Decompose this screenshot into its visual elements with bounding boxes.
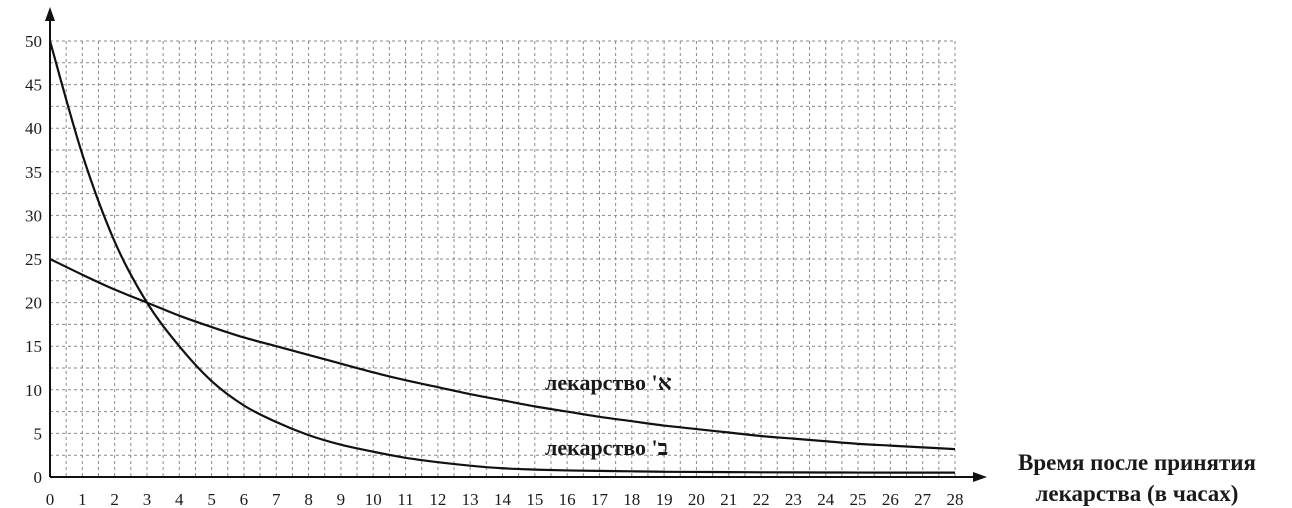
x-tick-label: 24 — [817, 490, 835, 508]
x-tick-label: 15 — [526, 490, 543, 508]
x-tick-label: 21 — [720, 490, 737, 508]
x-tick-label: 22 — [753, 490, 770, 508]
y-tick-label: 35 — [25, 163, 42, 182]
series-label-a: лекарство 'א — [545, 370, 672, 395]
y-tick-label: 5 — [34, 424, 43, 443]
y-tick-label: 20 — [25, 294, 42, 313]
series — [48, 40, 956, 474]
tick-labels: 0 1 2 3 4 5 6 7 8 9 10 11 12 13 14 15 16 17 18 19 20 21 22 23 24… — [25, 32, 964, 508]
x-tick-label: 18 — [623, 490, 640, 508]
x-tick-label: 11 — [397, 490, 413, 508]
x-tick-label: 26 — [882, 490, 899, 508]
x-tick-label: 16 — [559, 490, 576, 508]
y-tick-label: 45 — [25, 76, 42, 95]
y-axis-arrow — [45, 7, 55, 21]
y-tick-label: 25 — [25, 250, 42, 269]
series-label-b: лекарство 'ב — [545, 435, 668, 460]
x-tick-label: 9 — [337, 490, 346, 508]
y-tick-label: 40 — [25, 119, 42, 138]
x-tick-label: 23 — [785, 490, 802, 508]
x-tick-label: 8 — [304, 490, 313, 508]
x-tick-label: 28 — [947, 490, 964, 508]
series-line-1 — [48, 40, 955, 474]
x-tick-label: 1 — [78, 490, 87, 508]
y-tick-label: 10 — [25, 381, 42, 400]
x-axis-title-line1: Время после принятия — [1018, 450, 1256, 475]
x-tick-label: 13 — [462, 490, 479, 508]
x-tick-label: 0 — [46, 490, 55, 508]
x-tick-label: 6 — [240, 490, 249, 508]
x-tick-label: 19 — [656, 490, 673, 508]
x-tick-label: 7 — [272, 490, 281, 508]
x-tick-label: 3 — [143, 490, 152, 508]
y-tick-label: 30 — [25, 206, 42, 225]
x-tick-label: 25 — [850, 490, 867, 508]
labels: лекарство 'א лекарство 'ב Время после пр… — [545, 370, 1256, 506]
y-tick-label: 50 — [25, 32, 42, 51]
x-tick-label: 14 — [494, 490, 512, 508]
x-axis-arrow — [973, 472, 987, 482]
y-tick-label: 0 — [34, 468, 43, 487]
x-axis-title-line2: лекарства (в часах) — [1036, 481, 1239, 506]
x-tick-label: 20 — [688, 490, 705, 508]
x-tick-label: 10 — [365, 490, 382, 508]
x-tick-label: 12 — [429, 490, 446, 508]
x-tick-label: 5 — [207, 490, 216, 508]
x-tick-label: 4 — [175, 490, 184, 508]
grid — [50, 40, 956, 477]
axes — [45, 7, 987, 482]
x-tick-label: 27 — [914, 490, 932, 508]
x-tick-label: 17 — [591, 490, 609, 508]
x-tick-label: 2 — [110, 490, 119, 508]
y-tick-label: 15 — [25, 337, 42, 356]
series-line-0 — [49, 258, 956, 451]
